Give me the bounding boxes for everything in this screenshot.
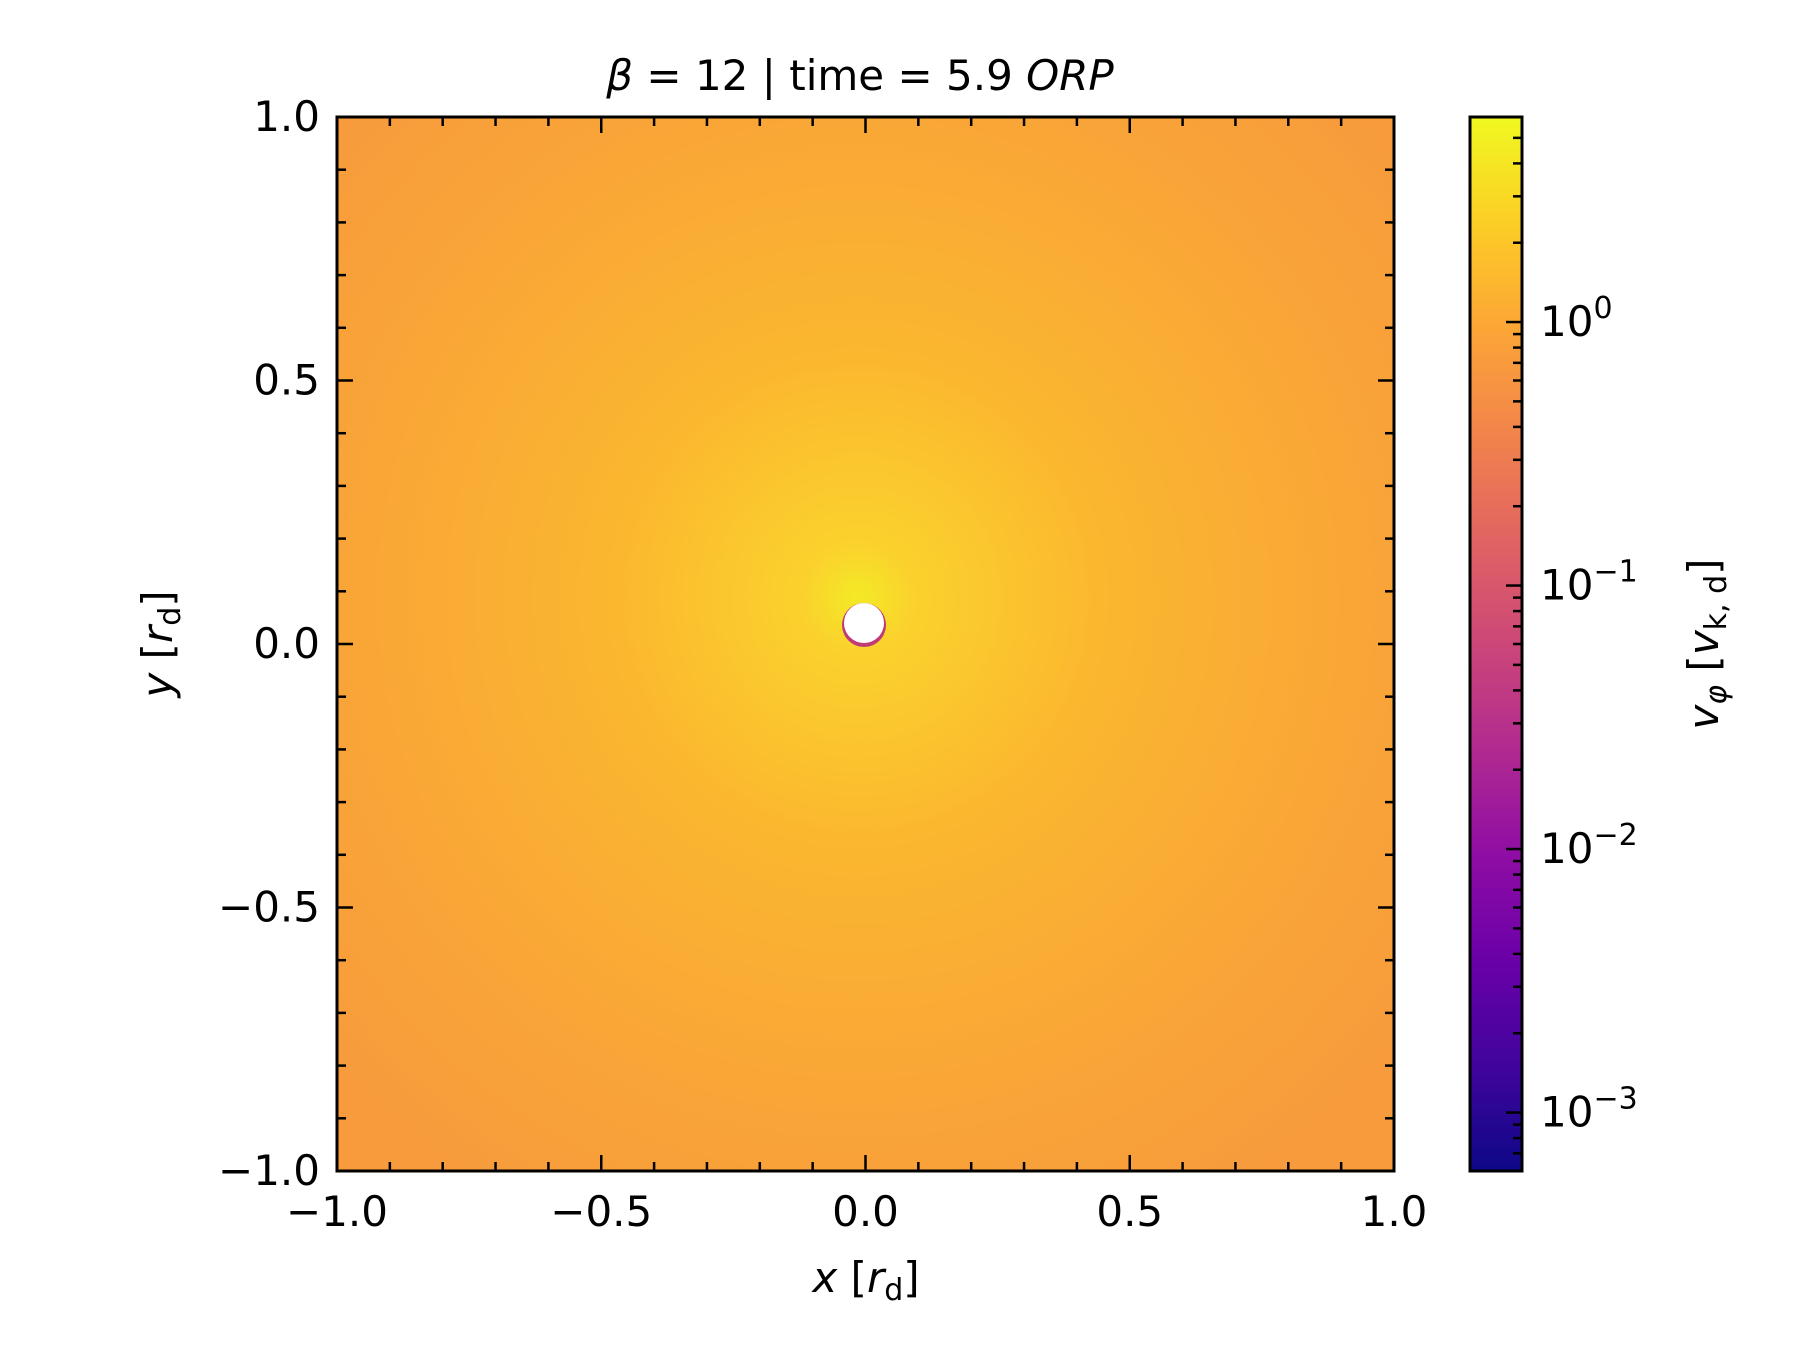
y-axis-label: y [rd] xyxy=(133,590,188,699)
x-tick-label: 0.5 xyxy=(1096,1187,1163,1236)
colorbar-tick-label: 10−3 xyxy=(1540,1082,1638,1137)
x-tick-label: −1.0 xyxy=(286,1187,388,1236)
colorbar-frame xyxy=(1468,115,1524,1173)
x-tick-label: 0.0 xyxy=(832,1187,899,1236)
plot-frame xyxy=(335,115,1396,1173)
colorbar-tick-label: 10−2 xyxy=(1540,818,1638,873)
y-axis-ticks: −1.0 −0.5 0.0 0.5 1.0 xyxy=(218,92,1394,1195)
x-tick-label: −0.5 xyxy=(550,1187,652,1236)
chart-title: β = 12 | time = 5.9 ORP xyxy=(605,51,1114,100)
colorbar: 10−3 10−2 10−1 100 xyxy=(1468,115,1638,1173)
x-tick-label: 1.0 xyxy=(1361,1187,1428,1236)
title-beta: β xyxy=(605,51,633,100)
title-orp: ORP xyxy=(1026,51,1114,100)
colorbar-label: vφ [vk, d] xyxy=(1679,558,1734,729)
y-tick-label: −0.5 xyxy=(218,883,320,932)
title-middle: = 12 | time = 5.9 xyxy=(633,51,1026,100)
y-tick-label: 0.5 xyxy=(253,356,320,405)
y-tick-label: −1.0 xyxy=(218,1146,320,1195)
colorbar-ticks: 10−3 10−2 10−1 100 xyxy=(1506,115,1638,1173)
y-tick-label: 1.0 xyxy=(253,92,320,141)
y-tick-label: 0.0 xyxy=(253,619,320,668)
colorbar-tick-label: 100 xyxy=(1540,291,1613,346)
plot-area xyxy=(337,117,1394,1171)
colorbar-tick-label: 10−1 xyxy=(1540,555,1638,610)
center-hole xyxy=(844,603,884,643)
x-axis-label: x [rd] xyxy=(810,1253,919,1308)
